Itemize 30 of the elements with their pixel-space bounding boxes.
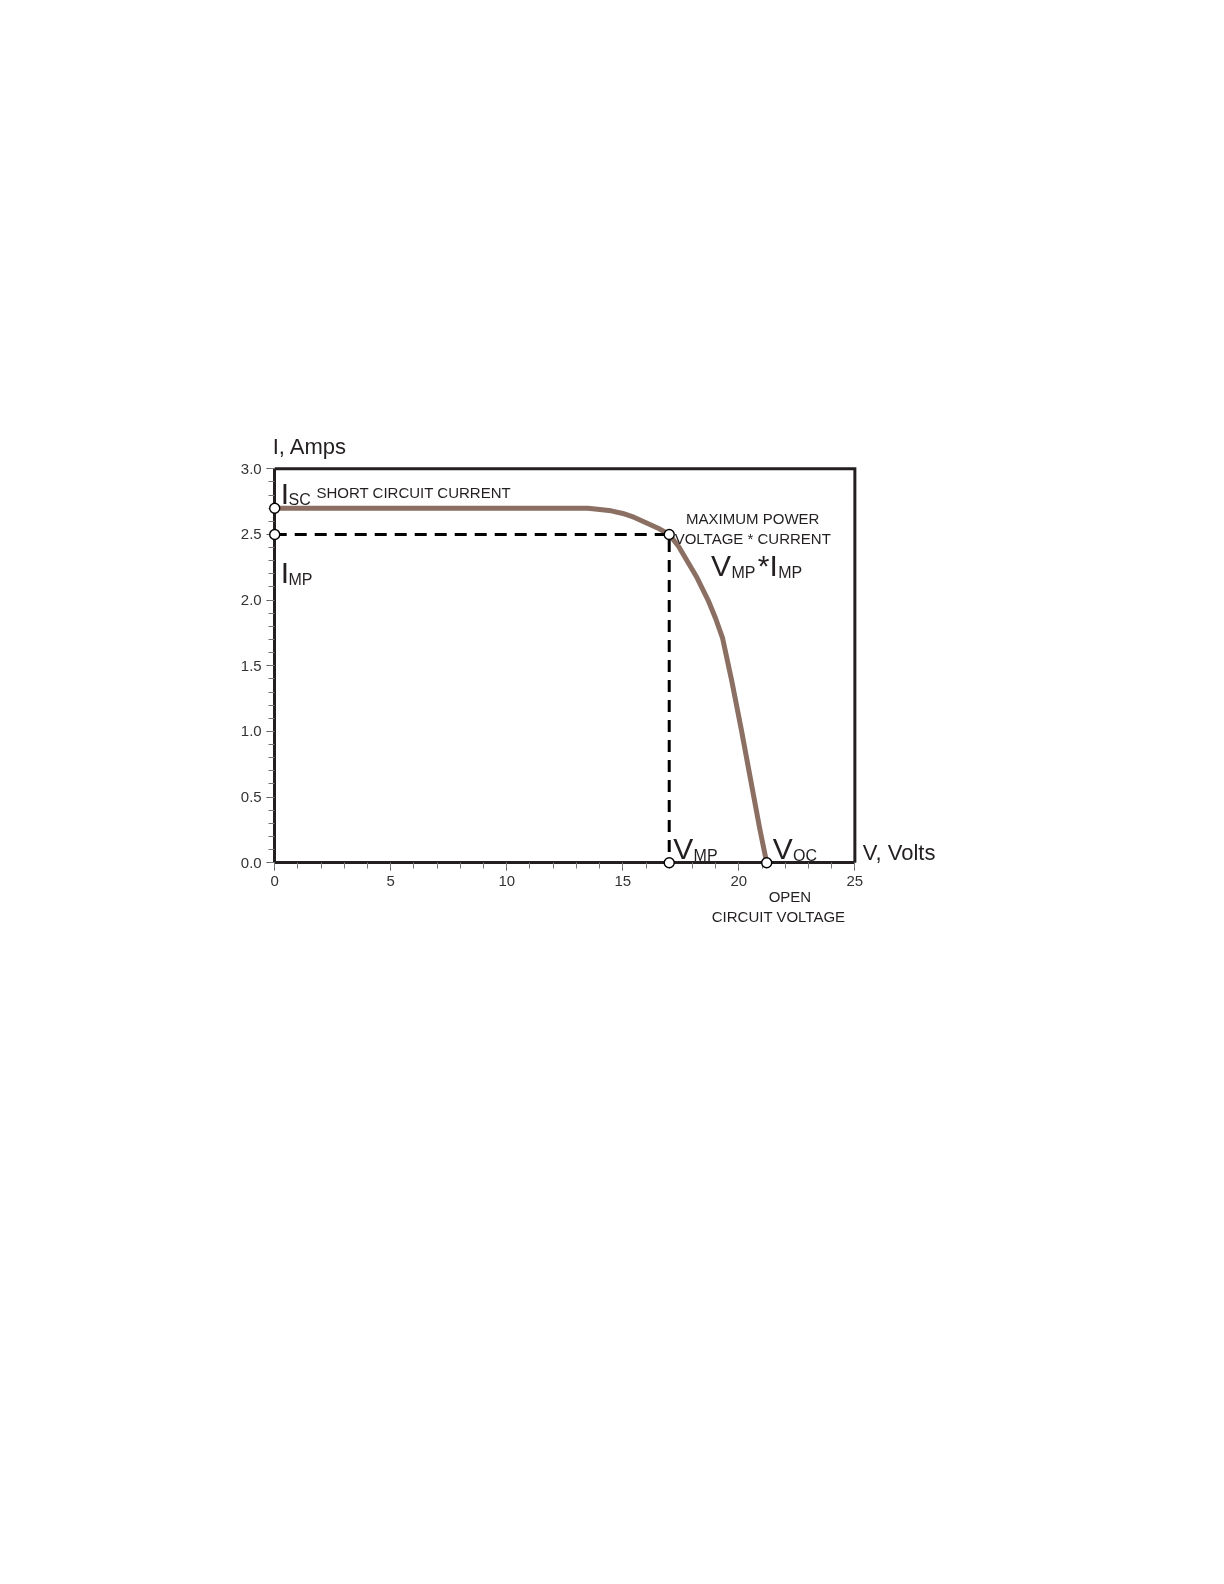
annotation: VOLTAGE * CURRENT [674, 529, 831, 547]
y-tick-label: 0.5 [240, 788, 262, 806]
annotation: VOC [772, 832, 818, 866]
annotation: IMP [280, 555, 313, 589]
x-tick-label: 25 [846, 871, 864, 889]
x-tick-label: 10 [498, 871, 516, 889]
x-tick-label: 0 [270, 871, 279, 889]
y-tick-label: 2.0 [240, 591, 262, 609]
y-tick-label: 0.0 [240, 853, 262, 871]
annotation: VMP*IMP [710, 549, 803, 583]
annotation: MAXIMUM POWER [686, 510, 820, 528]
annotation: VMP [673, 832, 718, 866]
point [663, 857, 675, 869]
x-axis-title: V, Volts [862, 839, 936, 865]
x-tick-label: 15 [614, 871, 632, 889]
y-tick-label: 2.5 [240, 525, 262, 543]
y-tick-label: 3.0 [240, 459, 262, 477]
point [269, 528, 281, 541]
y-axis-title: I, Amps [272, 433, 347, 459]
x-tick-label: 20 [730, 871, 748, 889]
text: CIRCUIT VOLTAGE [711, 908, 846, 926]
text: OPEN [768, 888, 812, 906]
point [269, 502, 281, 514]
point [760, 857, 773, 869]
point [663, 528, 675, 541]
x-tick-label: 5 [386, 871, 395, 889]
annotation: ISC [280, 476, 311, 510]
y-tick-label: 1.0 [240, 722, 262, 740]
annotation: SHORT CIRCUIT CURRENT [316, 483, 511, 501]
y-tick-label: 1.5 [240, 656, 262, 674]
